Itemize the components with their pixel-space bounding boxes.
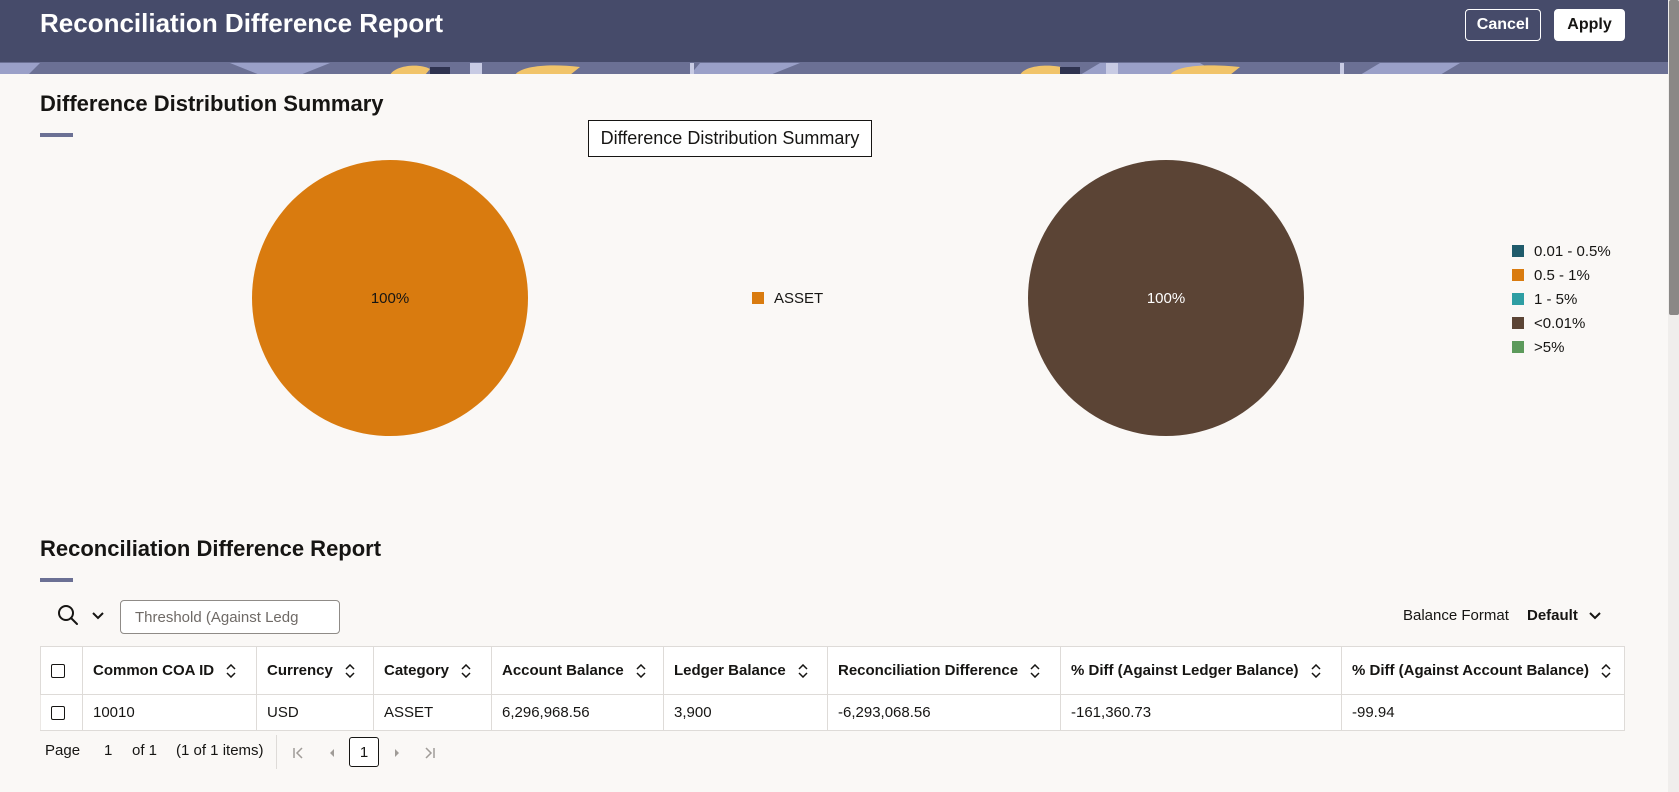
- legend-label: 1 - 5%: [1534, 290, 1578, 308]
- legend-label: 0.01 - 0.5%: [1534, 242, 1611, 260]
- reconciliation-table: Common COA ID Currency Category Account …: [40, 646, 1625, 731]
- threshold-filter-input[interactable]: Threshold (Against Ledg: [120, 600, 340, 634]
- table-cell: -161,360.73: [1060, 694, 1342, 731]
- last-page-icon[interactable]: [421, 745, 437, 761]
- sort-icon[interactable]: [1601, 664, 1611, 679]
- legend-item[interactable]: <0.01%: [1512, 311, 1611, 335]
- first-page-icon[interactable]: [291, 745, 307, 761]
- balance-format-label: Balance Format: [1403, 607, 1509, 624]
- page-scrollbar-thumb[interactable]: [1669, 0, 1679, 315]
- pager-divider: [276, 735, 277, 769]
- balance-format-select[interactable]: Default: [1527, 607, 1578, 624]
- table-header-row: Common COA ID Currency Category Account …: [40, 646, 1625, 695]
- legend-item[interactable]: >5%: [1512, 335, 1611, 359]
- legend-swatch: [1512, 293, 1524, 305]
- legend-label: <0.01%: [1534, 314, 1586, 332]
- row-checkbox[interactable]: [51, 706, 65, 721]
- column-header[interactable]: Currency: [256, 646, 374, 695]
- legend-label: >5%: [1534, 338, 1565, 356]
- column-header[interactable]: Reconciliation Difference: [827, 646, 1061, 695]
- legend-swatch: [1512, 269, 1524, 281]
- table-cell: -6,293,068.56: [827, 694, 1061, 731]
- pie-slice[interactable]: [252, 160, 528, 436]
- apply-button[interactable]: Apply: [1554, 9, 1625, 41]
- next-page-icon[interactable]: [389, 745, 405, 761]
- table-cell: 3,900: [663, 694, 828, 731]
- banner-pattern: [0, 63, 1460, 74]
- sort-icon[interactable]: [226, 664, 236, 679]
- page-of-label: of 1: [132, 742, 158, 759]
- category-legend: ASSET: [752, 286, 823, 310]
- difference-legend: 0.01 - 0.5% 0.5 - 1% 1 - 5% <0.01% >5%: [1512, 239, 1611, 359]
- select-all-checkbox[interactable]: [51, 664, 65, 679]
- report-section-underline: [40, 578, 73, 582]
- balance-format-chevron-down-icon[interactable]: [1588, 609, 1602, 623]
- current-page-button[interactable]: 1: [349, 737, 379, 767]
- legend-swatch: [1512, 341, 1524, 353]
- column-header-label: % Diff (Against Ledger Balance): [1071, 662, 1299, 679]
- sort-icon[interactable]: [636, 664, 646, 679]
- sort-icon[interactable]: [1311, 664, 1321, 679]
- chart-title-box: Difference Distribution Summary: [588, 120, 872, 157]
- column-header[interactable]: Common COA ID: [82, 646, 257, 695]
- row-select-cell[interactable]: [40, 694, 83, 731]
- page-scrollbar-track[interactable]: [1668, 0, 1679, 792]
- column-header[interactable]: Category: [373, 646, 492, 695]
- column-header-label: % Diff (Against Account Balance): [1352, 662, 1589, 679]
- table-cell: 10010: [82, 694, 257, 731]
- legend-label: ASSET: [774, 289, 824, 307]
- legend-swatch: [1512, 317, 1524, 329]
- sort-icon[interactable]: [1030, 664, 1040, 679]
- previous-page-icon[interactable]: [324, 745, 340, 761]
- column-header-label: Account Balance: [502, 662, 624, 679]
- sort-icon[interactable]: [461, 664, 471, 679]
- legend-swatch: [752, 292, 764, 304]
- pie-slice[interactable]: [1028, 160, 1304, 436]
- page-header: Reconciliation Difference Report Cancel …: [0, 0, 1668, 62]
- legend-item[interactable]: 0.01 - 0.5%: [1512, 239, 1611, 263]
- legend-label: 0.5 - 1%: [1534, 266, 1590, 284]
- sort-icon[interactable]: [345, 664, 355, 679]
- legend-item[interactable]: 0.5 - 1%: [1512, 263, 1611, 287]
- sort-icon[interactable]: [798, 664, 808, 679]
- column-header-label: Currency: [267, 662, 333, 679]
- table-cell: 6,296,968.56: [491, 694, 664, 731]
- items-count-label: (1 of 1 items): [176, 742, 264, 759]
- page-input[interactable]: 1: [104, 742, 113, 759]
- table-row[interactable]: 10010 USD ASSET 6,296,968.56 3,900 -6,29…: [40, 694, 1625, 731]
- table-cell: USD: [256, 694, 374, 731]
- difference-pie-chart: 100%: [1028, 160, 1304, 436]
- column-header[interactable]: % Diff (Against Account Balance): [1341, 646, 1625, 695]
- pie-data-label: 100%: [371, 290, 409, 307]
- column-header[interactable]: Ledger Balance: [663, 646, 828, 695]
- column-header[interactable]: % Diff (Against Ledger Balance): [1060, 646, 1342, 695]
- category-pie-chart: 100%: [252, 160, 528, 436]
- decorative-banner: [0, 62, 1668, 74]
- legend-item[interactable]: ASSET: [752, 286, 823, 310]
- legend-swatch: [1512, 245, 1524, 257]
- select-all-cell[interactable]: [40, 646, 83, 695]
- column-header-label: Ledger Balance: [674, 662, 786, 679]
- column-header-label: Reconciliation Difference: [838, 662, 1019, 679]
- table-cell: ASSET: [373, 694, 492, 731]
- column-header[interactable]: Account Balance: [491, 646, 664, 695]
- summary-section-underline: [40, 133, 73, 137]
- search-icon[interactable]: [56, 603, 80, 627]
- page-label: Page: [45, 742, 81, 759]
- column-header-label: Common COA ID: [93, 662, 215, 679]
- cancel-button[interactable]: Cancel: [1465, 9, 1541, 41]
- pie-data-label: 100%: [1147, 290, 1185, 307]
- summary-section-title: Difference Distribution Summary: [40, 91, 384, 116]
- page-title: Reconciliation Difference Report: [40, 8, 444, 38]
- search-chevron-down-icon[interactable]: [91, 609, 105, 623]
- legend-item[interactable]: 1 - 5%: [1512, 287, 1611, 311]
- table-cell: -99.94: [1341, 694, 1625, 731]
- column-header-label: Category: [384, 662, 450, 679]
- report-section-title: Reconciliation Difference Report: [40, 536, 382, 561]
